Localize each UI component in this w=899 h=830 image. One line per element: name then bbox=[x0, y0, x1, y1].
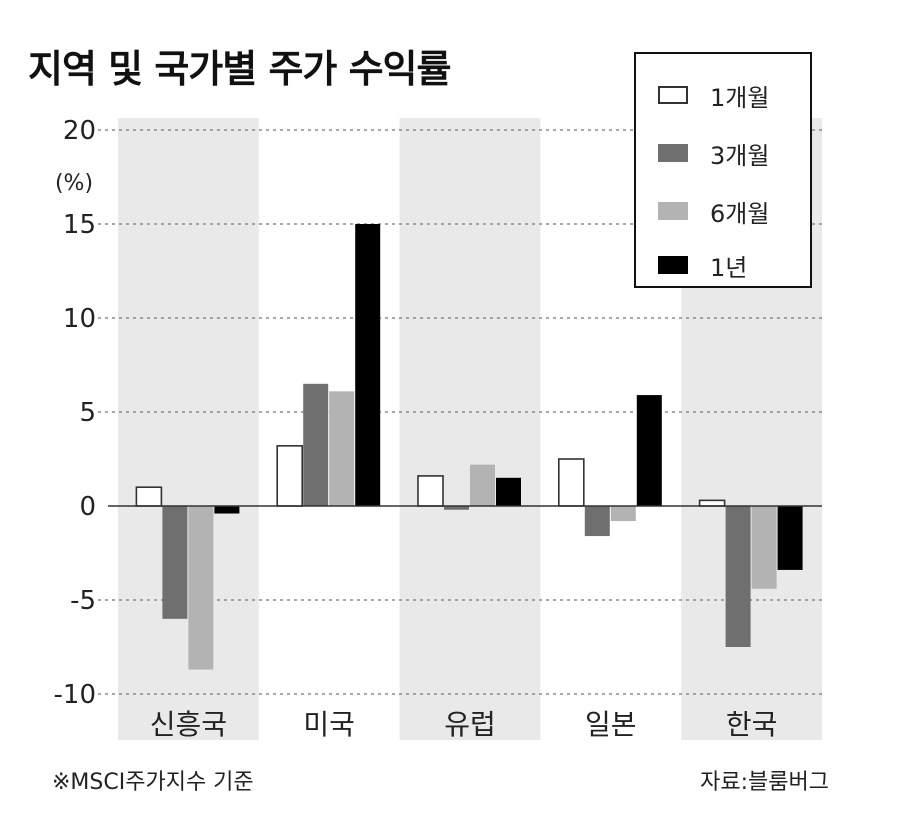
legend-item-1year: 1년 bbox=[658, 250, 748, 282]
source-credit: 자료:블룸버그 bbox=[700, 770, 829, 795]
bar bbox=[636, 395, 662, 506]
bar bbox=[444, 506, 469, 510]
bar bbox=[610, 506, 636, 522]
bar bbox=[417, 475, 444, 507]
bar bbox=[698, 499, 726, 507]
legend-swatch-3month bbox=[658, 144, 688, 162]
y-tick-label: 0 bbox=[79, 492, 96, 522]
y-tick-label: 10 bbox=[63, 304, 96, 334]
y-tick-label: 15 bbox=[63, 210, 96, 240]
category-label: 미국 bbox=[303, 708, 355, 741]
category-label: 한국 bbox=[726, 708, 778, 741]
y-tick-label: -5 bbox=[70, 586, 96, 616]
category-label: 신흥국 bbox=[150, 708, 227, 741]
y-tick-label: 20 bbox=[63, 116, 96, 146]
chart-title: 지역 및 국가별 주가 수익률 bbox=[28, 47, 451, 91]
bar bbox=[162, 506, 188, 619]
legend-label-1month: 1개월 bbox=[710, 83, 770, 112]
bar bbox=[777, 506, 803, 570]
bar bbox=[355, 224, 381, 506]
bar bbox=[135, 486, 163, 507]
category-label: 일본 bbox=[585, 708, 637, 741]
bar bbox=[557, 458, 585, 507]
legend-item-3month: 3개월 bbox=[658, 138, 770, 170]
legend-swatch-1year bbox=[658, 256, 688, 274]
category-band bbox=[399, 118, 541, 740]
y-tick-label: 5 bbox=[79, 398, 96, 428]
y-tick-label: -10 bbox=[54, 680, 96, 710]
bar bbox=[329, 391, 355, 506]
legend-label-6month: 6개월 bbox=[710, 199, 770, 228]
bar bbox=[496, 477, 521, 506]
legend: 1개월 3개월 6개월 1년 bbox=[634, 52, 812, 288]
legend-item-1month: 1개월 bbox=[658, 80, 770, 112]
bar bbox=[751, 506, 777, 589]
footnote: ※MSCI주가지수 기준 bbox=[52, 770, 254, 795]
bar bbox=[303, 383, 329, 506]
bar bbox=[276, 445, 304, 507]
bar bbox=[188, 506, 214, 670]
category-label: 유럽 bbox=[444, 708, 496, 741]
legend-label-3month: 3개월 bbox=[710, 141, 770, 170]
bar bbox=[725, 506, 751, 647]
legend-swatch-6month bbox=[658, 202, 688, 220]
legend-label-1year: 1년 bbox=[710, 253, 748, 282]
legend-item-6month: 6개월 bbox=[658, 196, 770, 228]
bar bbox=[214, 506, 240, 514]
legend-swatch-1month bbox=[658, 86, 688, 104]
bar bbox=[470, 464, 495, 506]
bar bbox=[584, 506, 610, 537]
y-axis-unit: (%) bbox=[55, 171, 93, 196]
